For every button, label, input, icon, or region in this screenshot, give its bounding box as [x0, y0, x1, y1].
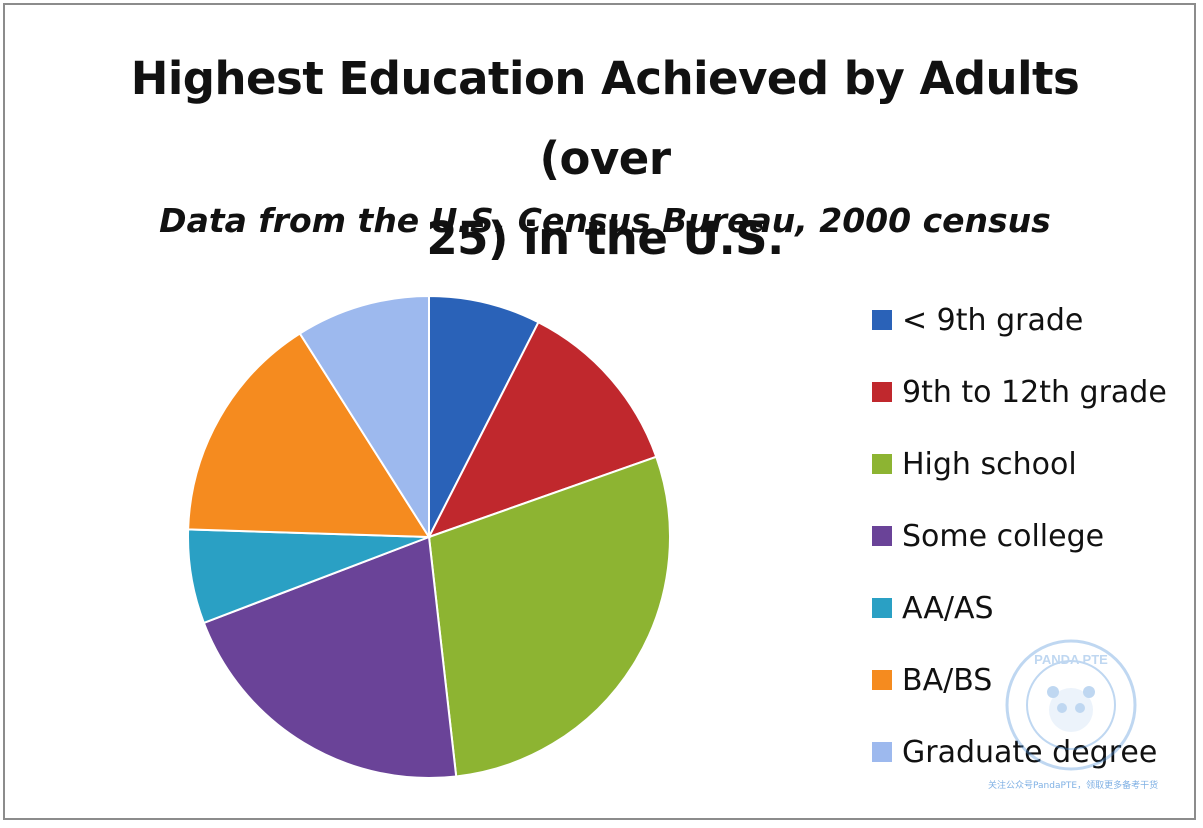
legend-item: BA/BS	[872, 660, 992, 700]
chart-subtitle: Data from the U.S. Census Bureau, 2000 c…	[159, 201, 1051, 240]
legend-item: Graduate degree	[872, 732, 1157, 772]
pie-slice-5	[187, 332, 431, 539]
legend-label: AA/AS	[902, 590, 994, 626]
pie-slice-2	[427, 455, 671, 778]
legend-label: 9th to 12th grade	[902, 374, 1167, 410]
legend-swatch	[872, 454, 892, 474]
legend-item: AA/AS	[872, 588, 994, 628]
panda-pte-watermark: PANDA PTE	[1005, 639, 1137, 771]
legend-swatch	[872, 382, 892, 402]
chart-title-line-1: Highest Education Achieved by Adults (ov…	[130, 52, 1080, 185]
legend-item: 9th to 12th grade	[872, 372, 1167, 412]
legend-label: Graduate degree	[902, 734, 1158, 770]
legend-swatch	[872, 310, 892, 330]
chart-title-line-2: 25) in the U.S.	[426, 212, 784, 265]
watermark-caption: 关注公众号PandaPTE，领取更多备考干货	[988, 781, 1159, 791]
legend-item: < 9th grade	[872, 300, 1083, 340]
legend-swatch	[872, 526, 892, 546]
legend-label: < 9th grade	[902, 302, 1084, 338]
legend-label: Some college	[902, 518, 1105, 554]
legend-swatch	[872, 670, 892, 690]
legend-item: High school	[872, 444, 1077, 484]
pie-slice-1	[426, 320, 658, 539]
pie-slice-3	[202, 535, 458, 779]
legend-item: Some college	[872, 516, 1104, 556]
legend-label: BA/BS	[902, 662, 993, 698]
legend-label: High school	[902, 446, 1077, 482]
pie-slice-0	[428, 294, 540, 538]
pie-slice-6	[298, 294, 430, 541]
legend-swatch	[872, 598, 892, 618]
legend-swatch	[872, 742, 892, 762]
chart-title: Highest Education Achieved by Adults (ov…	[65, 39, 1145, 279]
watermark-text: PANDA PTE	[1034, 652, 1108, 667]
